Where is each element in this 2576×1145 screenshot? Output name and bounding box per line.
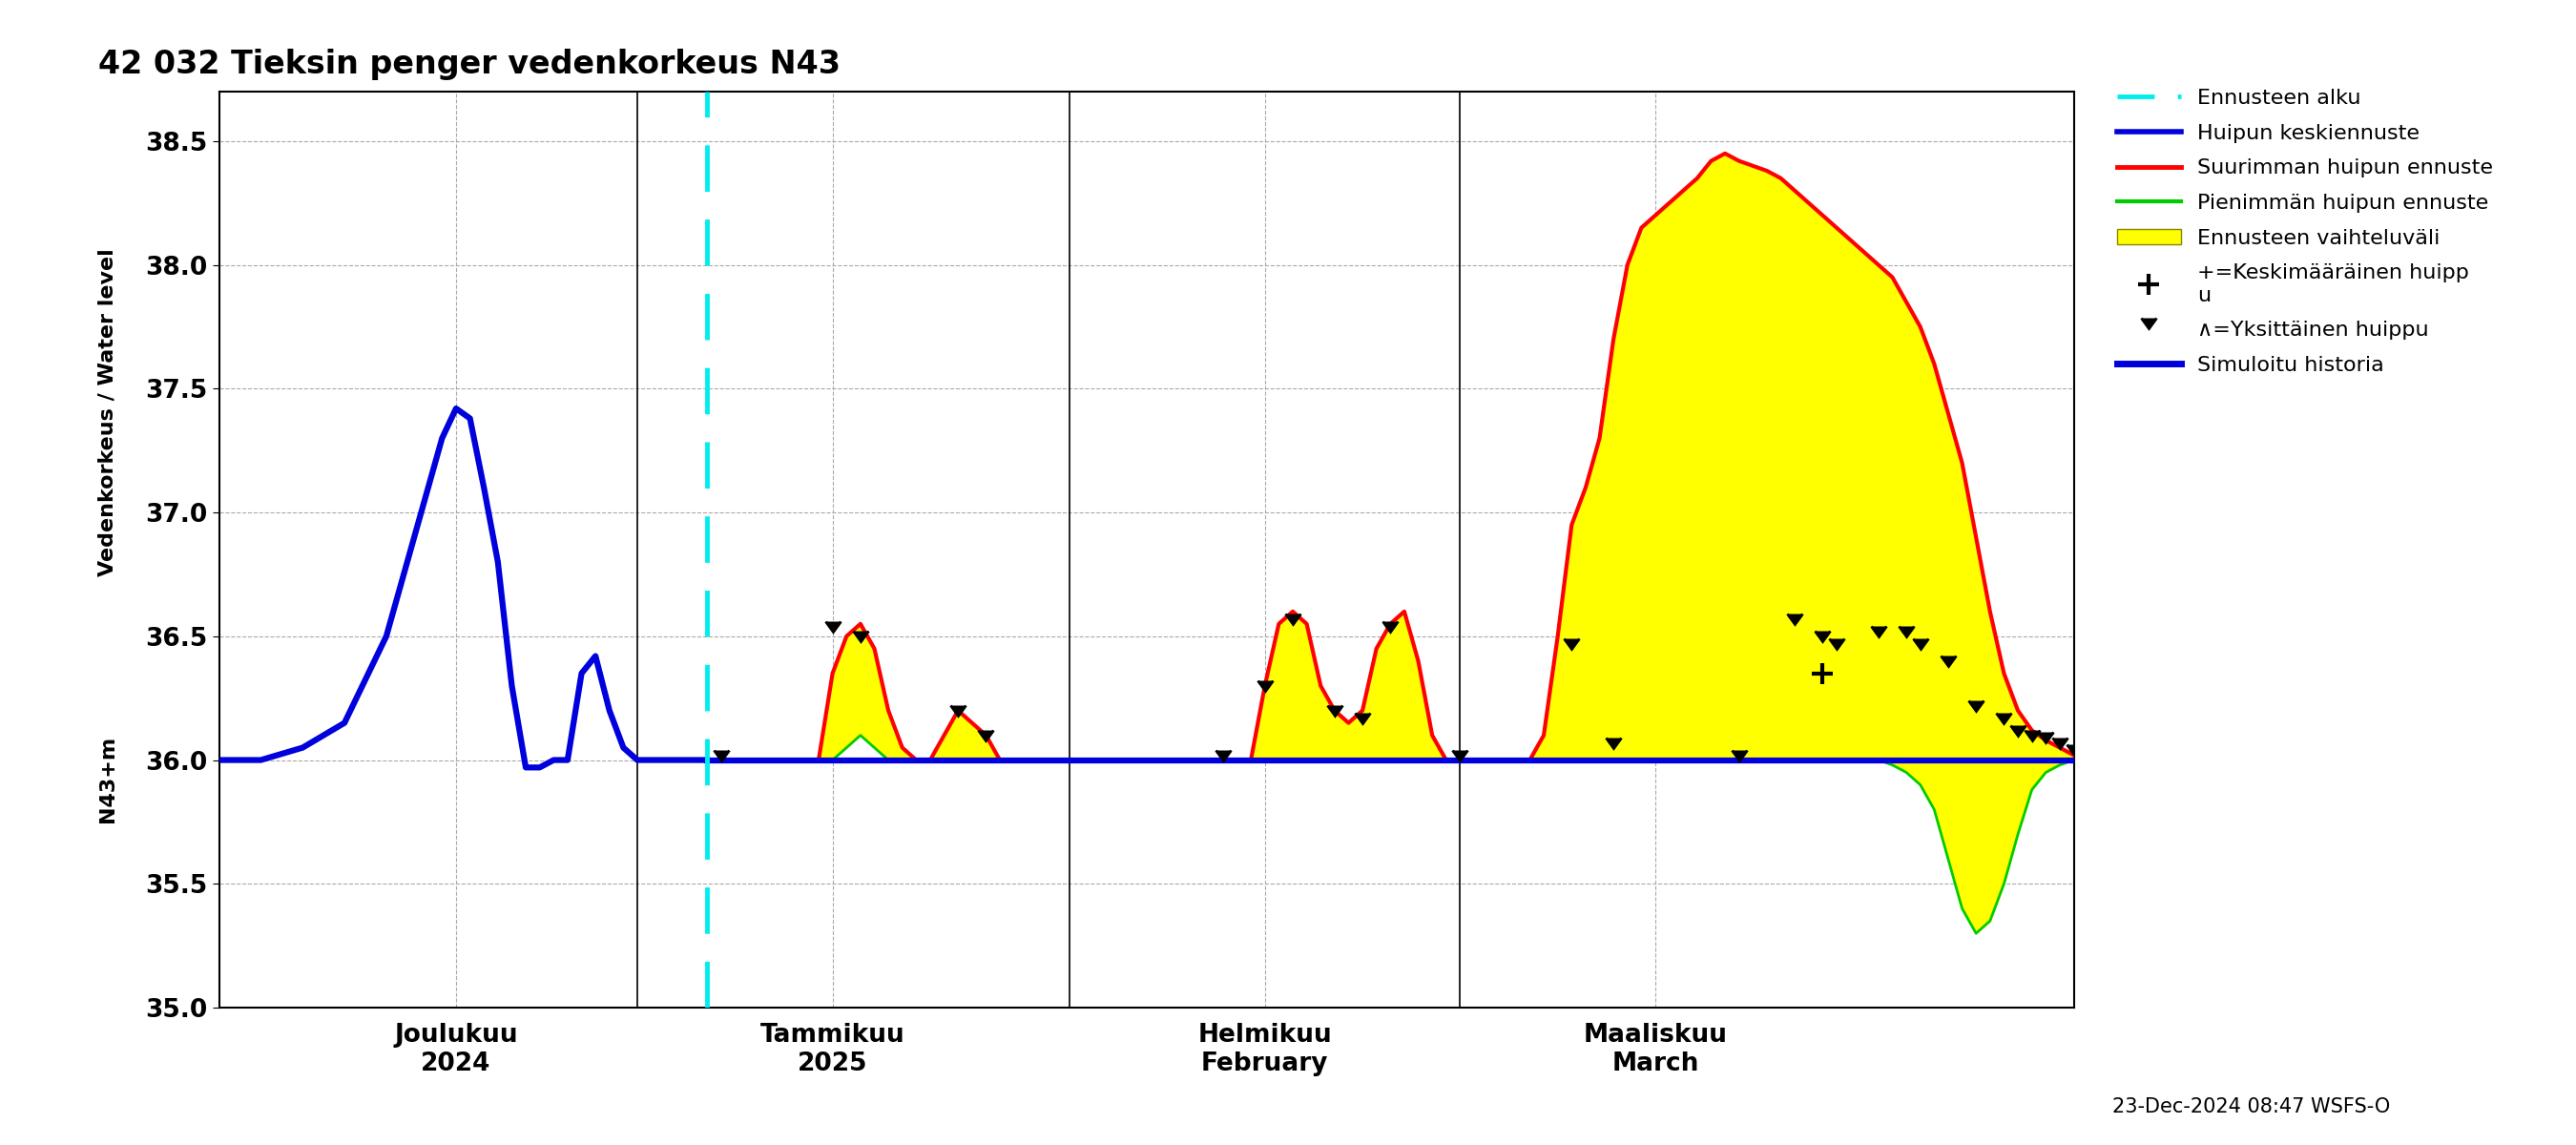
Text: Vedenkorkeus / Water level: Vedenkorkeus / Water level [98, 248, 118, 576]
Text: 23-Dec-2024 08:47 WSFS-O: 23-Dec-2024 08:47 WSFS-O [2112, 1097, 2391, 1116]
Legend: Ennusteen alku, Huipun keskiennuste, Suurimman huipun ennuste, Pienimmän huipun : Ennusteen alku, Huipun keskiennuste, Suu… [2110, 82, 2499, 381]
Text: 42 032 Tieksin penger vedenkorkeus N43: 42 032 Tieksin penger vedenkorkeus N43 [98, 48, 840, 80]
Text: N43+m: N43+m [98, 735, 118, 822]
